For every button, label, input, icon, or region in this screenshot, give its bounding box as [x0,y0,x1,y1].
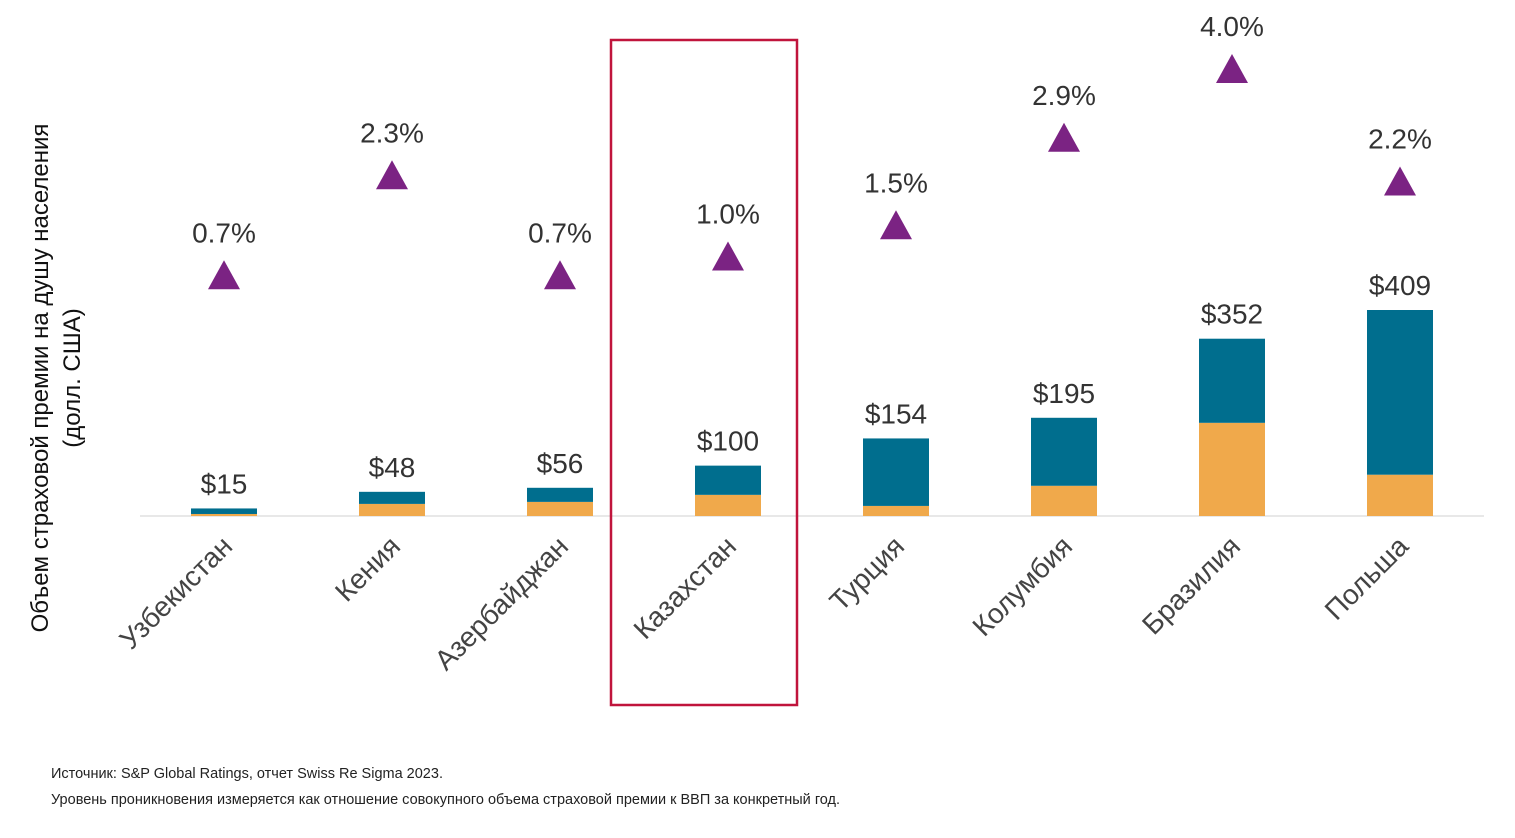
bar-segment-lower [695,494,761,516]
bar-segment-lower [1031,485,1097,516]
y-axis-label-units: (долл. США) [59,308,86,448]
highlight-frame [609,38,799,707]
category-tick-label: Азербайджан [429,530,575,676]
penetration-marker [880,210,912,240]
penetration-marker [208,260,240,290]
bar-total-label: $409 [1369,270,1431,301]
category-tick-label: Кения [329,530,406,607]
y-axis-label: Объем страховой премии на душу населения [27,124,54,633]
bar-segment-lower [863,505,929,516]
bar-segment-upper [695,465,761,495]
category-tick-label: Польша [1319,530,1415,626]
insurance-premium-chart: Объем страховой премии на душу населения… [27,11,1484,707]
bar-segment-upper [1031,417,1097,486]
category-tick-label: Колумбия [966,530,1078,642]
source-footnote: Источник: S&P Global Ratings, отчет Swis… [51,766,443,782]
bar-segment-lower [1199,422,1265,516]
penetration-marker [544,260,576,290]
bar-segment-lower [527,501,593,516]
bar-total-label: $352 [1201,299,1263,330]
category-tick-label: Бразилия [1136,530,1246,640]
penetration-label: 2.3% [360,117,424,148]
category-tick-label: Казахстан [628,530,743,645]
bar-segment-upper [527,487,593,502]
penetration-label: 1.5% [864,167,928,198]
plot-area: $15 0.7% Узбекистан $48 2.3% Кения $56 0.7% Азер… [113,11,1484,707]
bar-segment-upper [1199,338,1265,423]
penetration-label: 0.7% [528,217,592,248]
methodology-footnote: Уровень проникновения измеряется как отн… [51,792,841,808]
penetration-marker [1216,54,1248,83]
bar-total-label: $48 [369,452,416,483]
bar-total-label: $15 [201,468,248,499]
bar-segment-upper [359,491,425,504]
bar-segment-lower [191,513,257,516]
bar-segment-upper [191,508,257,514]
penetration-marker [376,160,408,190]
penetration-label: 2.9% [1032,80,1096,111]
penetration-label: 0.7% [192,217,256,248]
category-tick-label: Турция [824,530,911,617]
bar-total-label: $154 [865,398,927,429]
penetration-marker [1048,122,1080,152]
penetration-label: 1.0% [696,199,760,230]
bar-segment-lower [359,503,425,516]
bar-segment-upper [863,438,929,506]
bar-total-label: $100 [697,426,759,457]
category-tick-label: Узбекистан [113,530,238,655]
penetration-marker [1384,166,1416,196]
bar-total-label: $195 [1033,378,1095,409]
penetration-label: 2.2% [1368,124,1432,155]
penetration-marker [712,241,744,271]
bar-total-label: $56 [537,448,584,479]
bar-segment-lower [1367,474,1433,516]
penetration-label: 4.0% [1200,11,1264,42]
bar-segment-upper [1367,310,1433,475]
